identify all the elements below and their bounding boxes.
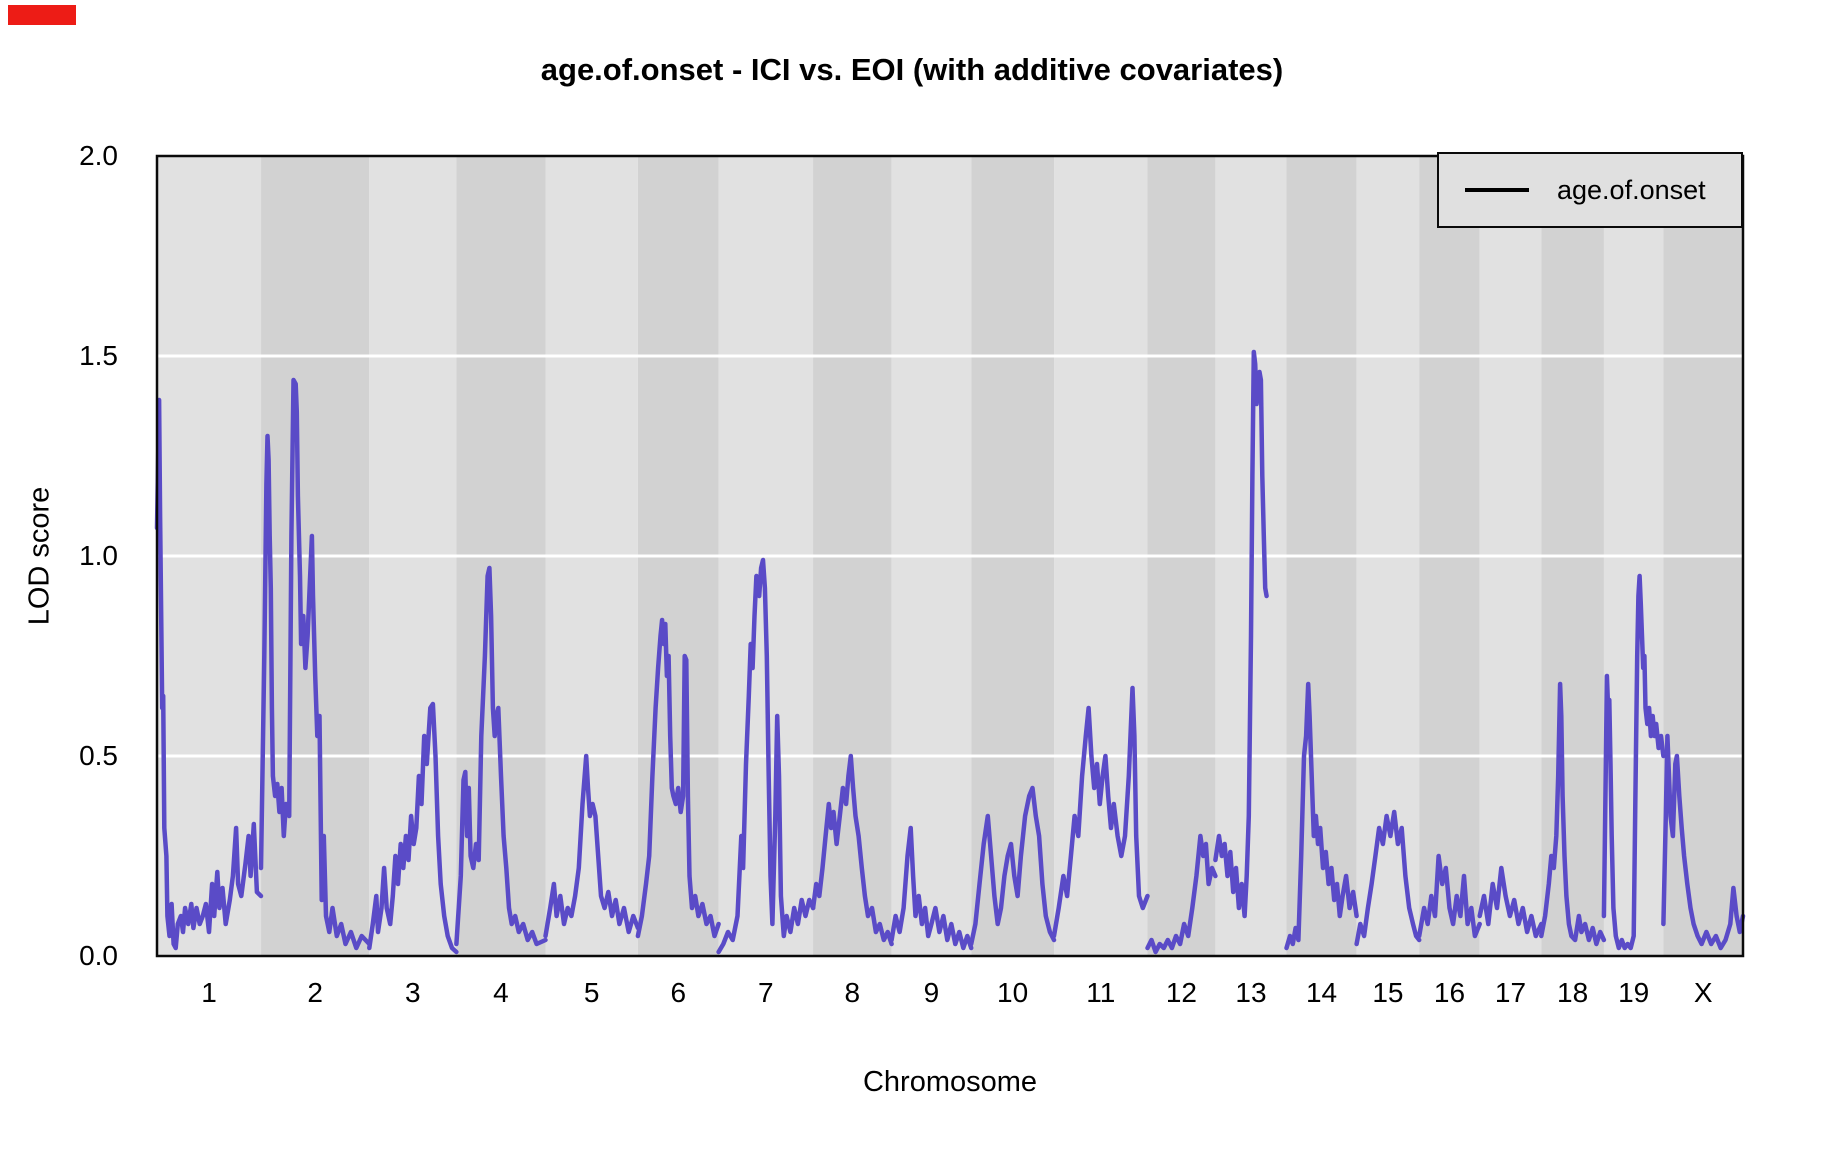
lod-curve-chr-1 [154,397,264,951]
y-tick-label-2.0: 2.0 [79,140,118,171]
plot-border [155,154,1745,958]
lod-curve-chr-17 [1477,865,1544,939]
lod-curve-chr-2 [258,377,372,951]
x-tick-label-chr-1: 1 [201,977,217,1008]
lod-curve-chr-14 [1284,681,1359,951]
x-tick-label-chr-5: 5 [583,977,600,1008]
lod-curve-chr-3 [367,701,459,955]
lod-curve-chr-10 [968,785,1057,947]
x-axis-title: Chromosome [862,1066,1038,1098]
y-tick-label-1.0: 1.0 [79,540,118,571]
lod-curve-chr-X [1661,733,1746,951]
lod-curve-chr-4 [454,565,548,947]
x-tick-label-chr-19: 19 [1618,977,1650,1008]
y-tick-label-0.5: 0.5 [79,740,118,771]
red-marker [8,5,76,25]
lod-curve-chr-5 [543,753,641,939]
lod-curve-chr-9 [889,825,974,951]
y-tick-label-0.0: 0.0 [79,940,118,971]
x-tick-label-chr-3: 3 [405,977,421,1008]
lod-curve-chr-8 [810,753,894,947]
x-tick-label-chr-9: 9 [923,977,940,1008]
lod-curve-chr-16 [1416,853,1482,939]
lod-curve-chr-15 [1354,809,1422,947]
x-tick-label-chr-16: 16 [1433,977,1466,1008]
lod-curve-chr-18 [1539,681,1607,947]
x-tick-label-chr-8: 8 [844,977,861,1008]
x-tick-label-chr-4: 4 [493,977,509,1008]
x-tick-label-chr-14: 14 [1305,977,1338,1008]
x-tick-label-chr-2: 2 [307,977,323,1008]
x-tick-label-chr-12: 12 [1165,977,1197,1008]
lod-curve-chr-6 [635,617,721,939]
lod-curve-chr-12 [1145,833,1218,955]
x-tick-label-chr-15: 15 [1372,977,1404,1008]
x-tick-label-chr-X: X [1693,977,1713,1008]
lod-curve-chr-19 [1601,573,1666,951]
x-tick-label-chr-18: 18 [1557,977,1589,1008]
x-tick-label-chr-10: 10 [997,977,1029,1008]
lod-curve-chr-13 [1213,349,1269,919]
chart-title: age.of.onset - ICI vs. EOI (with additiv… [540,52,1284,87]
y-tick-label-1.5: 1.5 [79,340,118,371]
legend-label: age.of.onset [1557,174,1706,205]
x-tick-label-chr-7: 7 [758,977,774,1008]
x-tick-label-chr-11: 11 [1086,977,1116,1008]
lod-curve-chr-7 [716,557,816,955]
legend: age.of.onset [1437,152,1743,228]
x-tick-label-chr-17: 17 [1494,977,1527,1008]
x-tick-label-chr-6: 6 [670,977,687,1008]
x-tick-label-chr-13: 13 [1235,977,1267,1008]
lod-curve-chr-11 [1051,685,1150,939]
legend-line-sample [1465,188,1529,192]
